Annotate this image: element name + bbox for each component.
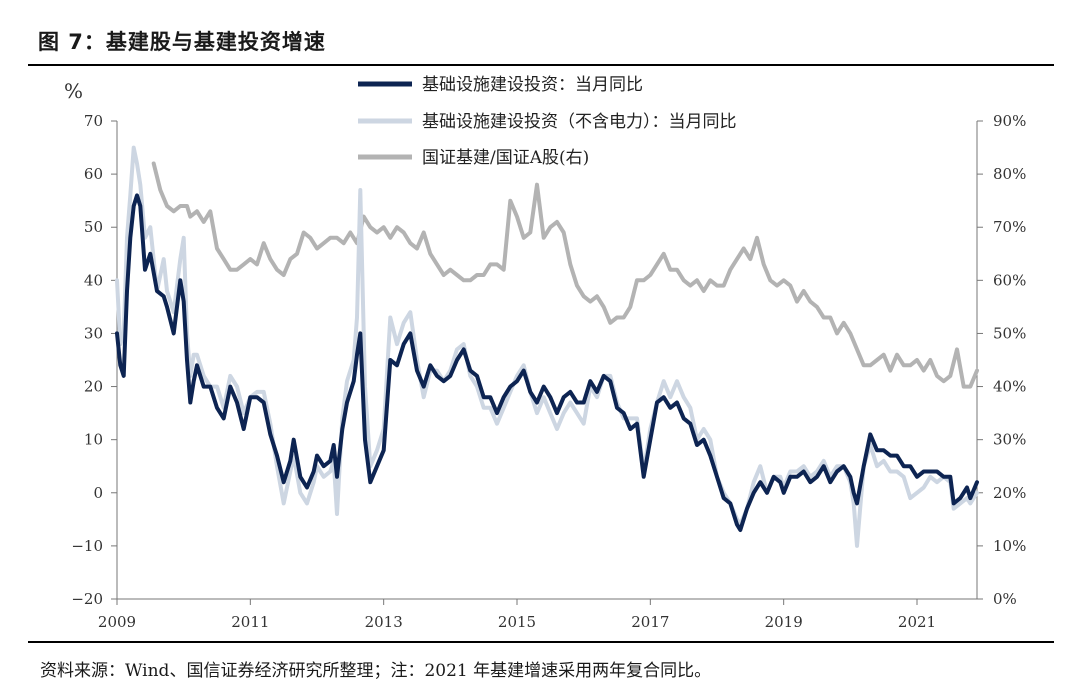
- y-right-tick-label: 80%: [993, 165, 1026, 183]
- y-left-tick-label: 30: [84, 324, 103, 342]
- y-left-tick-label: 0: [93, 484, 103, 502]
- x-tick-label: 2013: [365, 613, 403, 631]
- y-left-tick-label: −20: [71, 590, 103, 608]
- y-left-tick-label: −10: [71, 537, 103, 555]
- source-note: 资料来源：Wind、国信证券经济研究所整理；注：2021 年基建增速采用两年复合…: [40, 661, 712, 681]
- y-right-tick-label: 60%: [993, 271, 1026, 289]
- y-axis-left-label: %: [64, 79, 83, 103]
- y-left-tick-label: 20: [84, 378, 103, 396]
- y-right-tick-label: 50%: [993, 324, 1026, 342]
- series-line-infra-stock-ratio: [151, 161, 979, 389]
- y-left-tick-label: 70: [84, 112, 103, 130]
- legend-label-infra-stock-ratio: 国证基建/国证A股(右): [422, 148, 589, 168]
- legend-label-infra-investment: 基础设施建设投资：当月同比: [422, 75, 643, 95]
- figure-title: 图 7：基建股与基建投资增速: [38, 30, 326, 54]
- y-right-tick-label: 0%: [993, 590, 1017, 608]
- y-right-tick-label: 20%: [993, 484, 1026, 502]
- y-left-tick-label: 60: [84, 165, 103, 183]
- series-line-infra-ex-power: [115, 145, 979, 548]
- series-layer: [115, 145, 979, 548]
- x-tick-label: 2019: [765, 613, 803, 631]
- y-left-tick-label: 40: [84, 271, 103, 289]
- axes-layer: % −20 −10 0 10 20 30 40 50 60 70 0% 10% 20% 30% 40% 50%…: [64, 79, 1026, 631]
- y-right-tick-label: 70%: [993, 218, 1026, 236]
- legend: 基础设施建设投资：当月同比 基础设施建设投资（不含电力）：当月同比 国证基建/国…: [358, 75, 737, 168]
- x-tick-label: 2015: [498, 613, 536, 631]
- y-right-tick-label: 40%: [993, 378, 1026, 396]
- chart: % −20 −10 0 10 20 30 40 50 60 70 0% 10% 20% 30% 40% 50%…: [64, 75, 1026, 631]
- bottom-rule: [28, 641, 1054, 643]
- x-tick-label: 2009: [98, 613, 136, 631]
- x-tick-label: 2011: [231, 613, 269, 631]
- y-right-tick-label: 30%: [993, 431, 1026, 449]
- series-line-infra-investment: [115, 193, 979, 532]
- legend-label-infra-ex-power: 基础设施建设投资（不含电力）：当月同比: [422, 112, 737, 132]
- y-right-tick-label: 90%: [993, 112, 1026, 130]
- x-tick-label: 2017: [631, 613, 669, 631]
- y-left-tick-label: 50: [84, 218, 103, 236]
- top-rule: [28, 64, 1054, 66]
- y-left-tick-label: 10: [84, 431, 103, 449]
- x-tick-label: 2021: [898, 613, 936, 631]
- y-right-tick-label: 10%: [993, 537, 1026, 555]
